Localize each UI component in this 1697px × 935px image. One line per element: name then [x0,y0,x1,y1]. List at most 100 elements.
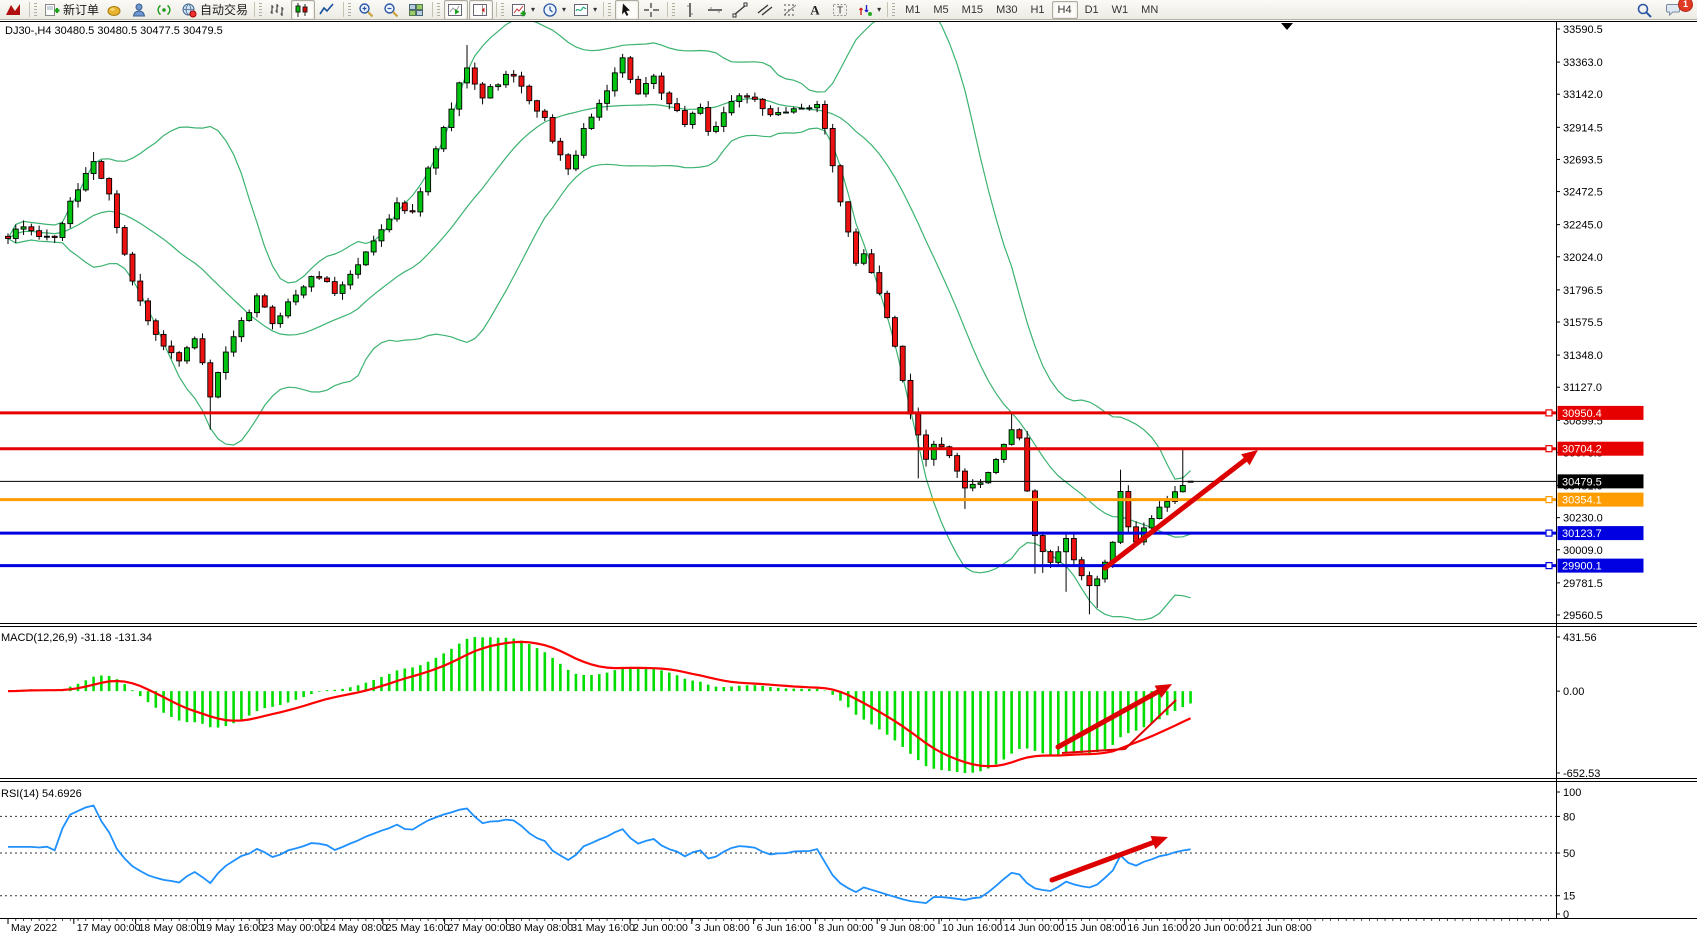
zoom-in-icon [359,2,374,17]
bar-chart-icon [270,3,284,16]
candle-body [907,379,914,415]
profile-icon [132,3,146,16]
candlestick-chart-button[interactable] [291,0,316,20]
arrows-button[interactable]: ▾ [854,0,884,20]
trend-arrow-price[interactable] [1102,450,1258,571]
line-chart-button[interactable] [316,0,340,20]
candle-body [744,95,751,98]
level-anchor-handle[interactable] [1545,445,1553,453]
candle-body [697,107,704,114]
candle-body [1078,559,1085,577]
candle-body [456,82,463,110]
text-label-button[interactable]: T [829,0,853,20]
candle-body [5,235,11,239]
chart-window[interactable]: 33590.5 33363.0 33142.0 32914.5 32693.5 32472… [0,20,1697,935]
timeframe-m5[interactable]: M5 [933,3,949,16]
horizontal-line-button[interactable] [704,0,728,20]
candle-body [969,483,976,489]
indicators-icon [512,3,527,16]
equidistant-channel-button[interactable] [754,0,778,20]
time-axis-label: 23 May 00:00 [262,922,326,934]
price-tag-30354.1[interactable] [1557,492,1644,507]
time-axis-label: 27 May 00:00 [448,922,512,934]
candle-body [1164,501,1171,508]
timeframe-d1[interactable]: D1 [1084,3,1099,16]
candle-body [814,103,821,109]
candle-body [853,231,859,264]
candle-body [689,112,696,125]
timeframe-w1[interactable]: W1 [1111,3,1129,16]
price-tag-30950.4[interactable] [1557,405,1644,420]
trend-arrow-macd[interactable] [1055,684,1172,750]
level-anchor-handle[interactable] [1545,529,1553,537]
candle-body [1125,491,1132,528]
axis-price-tags[interactable]: 30950.4 30704.2 30354.1 30123.7 29900.1 30479… [1557,405,1644,573]
candle-body [292,294,299,303]
time-axis-label: 6 Jun 16:00 [757,922,812,934]
price-tag-30123.7[interactable] [1557,526,1644,541]
app-logo-button[interactable] [2,0,26,20]
trend-arrow-rsi[interactable] [1049,836,1168,883]
chevron-down-icon: ▾ [531,5,536,14]
price-tag-30704.2[interactable] [1557,441,1644,456]
candle-body [705,107,712,132]
news-signal-button[interactable] [153,0,177,20]
candle-body [59,223,66,238]
notifications-button[interactable]: 1 [1663,0,1693,20]
timeframe-h1[interactable]: H1 [1030,3,1045,16]
zoom-in-button[interactable] [355,0,379,20]
timeframe-m1[interactable]: M1 [905,3,921,16]
crosshair-button[interactable] [640,0,664,20]
timeframe-mn[interactable]: MN [1141,3,1159,16]
tile-windows-button[interactable] [405,0,429,20]
timeframe-m30[interactable]: M30 [996,3,1018,16]
candle-body [1063,538,1070,553]
candle-body [611,72,618,92]
current-price-tag[interactable] [1557,474,1644,489]
candle-body [471,67,478,85]
macd-trend-underline[interactable] [1061,699,1177,754]
candle-body [113,193,120,228]
search-button[interactable] [1633,0,1657,20]
zoom-out-button[interactable] [380,0,404,20]
price-alert-button[interactable] [103,0,127,20]
indicators-button[interactable]: ▾ [508,0,538,20]
timeframe-h4[interactable]: H4 [1051,0,1078,19]
candle-body [425,167,432,193]
candle-body [572,154,579,170]
level-anchor-handle[interactable] [1545,562,1553,570]
new-order-button[interactable]: 新订单 [41,0,102,20]
trend-arrow-annotations[interactable] [1049,450,1258,883]
price-pane[interactable] [0,20,1556,621]
level-anchor-handle[interactable] [1545,495,1553,504]
candle-body [1117,491,1124,543]
bar-chart-button[interactable] [266,0,290,20]
candle-body [145,300,151,322]
time-axis-label: 8 Jun 00:00 [818,922,873,934]
vertical-line-button[interactable] [679,0,703,20]
text-button[interactable]: A [804,0,828,20]
timeframe-m15[interactable]: M15 [961,3,984,16]
candle-body [837,165,844,203]
candle-body [1070,538,1077,561]
candle-body [137,280,144,302]
time-axis-label: May 2022 [11,922,57,934]
level-anchor-handle[interactable] [1545,409,1553,417]
candle-body [596,102,603,118]
trendline-button[interactable] [729,0,753,20]
price-tag-29900.1[interactable] [1557,558,1644,573]
profile-button[interactable] [128,0,152,20]
autotrade-button[interactable]: 自动交易 [178,0,251,20]
templates-button[interactable]: ▾ [570,0,600,20]
time-axis-label: 9 Jun 08:00 [880,922,935,934]
chart-shift-button[interactable] [469,0,494,20]
candle-body [977,482,984,485]
cursor-button[interactable] [615,0,640,20]
periods-button[interactable]: ▾ [539,0,569,20]
rsi-pane[interactable] [0,804,1556,905]
candle-body [985,472,992,484]
news-signal-icon [157,4,171,15]
macd-pane[interactable] [7,637,1192,773]
fibonacci-button[interactable] [779,0,803,20]
auto-scroll-button[interactable] [444,0,469,20]
